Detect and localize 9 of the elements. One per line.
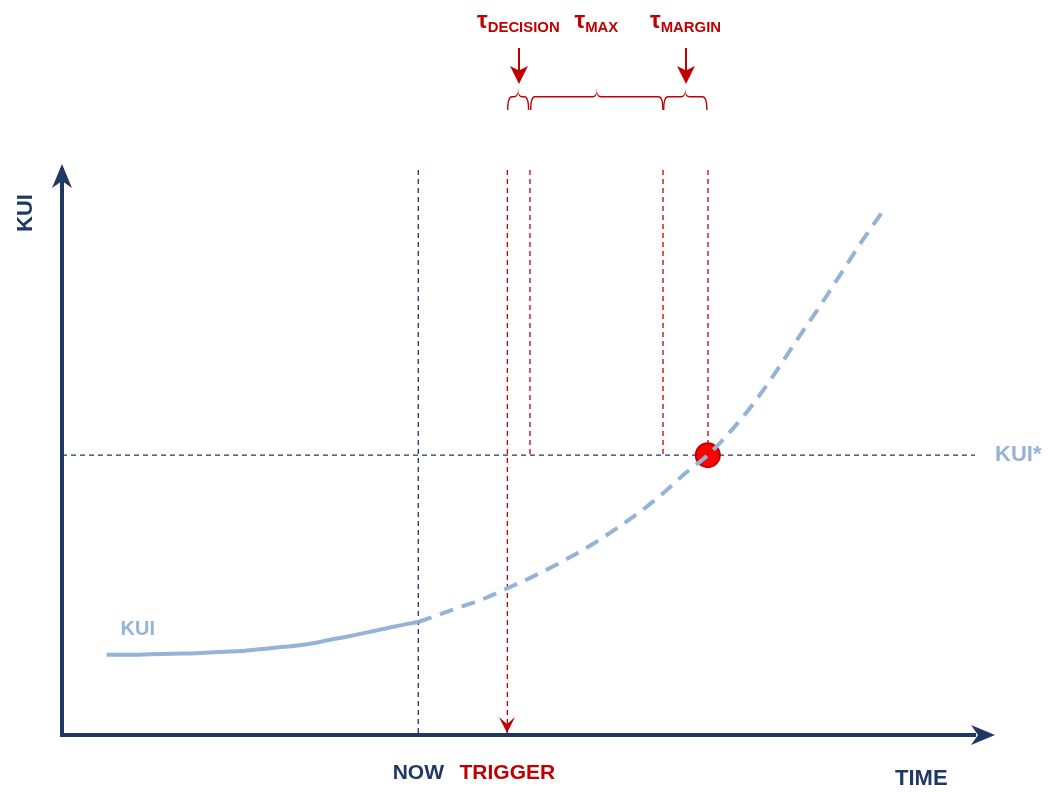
x-tick-label: NOW bbox=[392, 760, 445, 784]
ref-line-label: KUI* bbox=[995, 441, 1042, 468]
x-tick-label: TRIGGER bbox=[459, 760, 556, 784]
x-axis-title: TIME bbox=[895, 765, 948, 791]
text: τ$_{MARGIN}$ bbox=[650, 6, 722, 35]
y-axis-title: KUI bbox=[12, 194, 38, 232]
series-label: KUI bbox=[120, 616, 155, 640]
text: τ$_{MAX}$ bbox=[574, 6, 619, 35]
text: τ$_{DECISION}$ bbox=[477, 6, 560, 35]
